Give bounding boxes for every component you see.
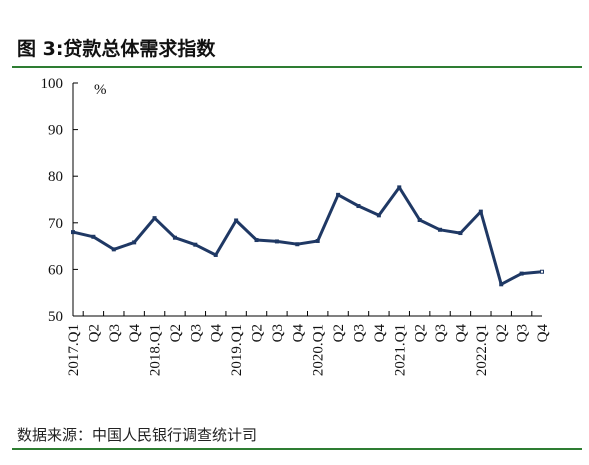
- data-point: [336, 192, 341, 197]
- series-line: [72, 185, 543, 286]
- y-tick-label: 90: [48, 123, 63, 139]
- data-point: [234, 218, 239, 223]
- x-tick-label: Q2: [86, 324, 102, 342]
- y-tick-label: 100: [41, 76, 64, 92]
- data-points: [71, 185, 544, 287]
- x-tick-label: Q2: [250, 324, 266, 342]
- data-point: [417, 218, 422, 223]
- x-tick-label: 2019.Q1: [229, 324, 245, 376]
- data-point: [254, 238, 259, 243]
- footer-divider: [12, 448, 582, 450]
- y-tick-label: 70: [48, 216, 63, 232]
- y-tick-label: 50: [48, 309, 63, 325]
- data-point: [356, 204, 361, 209]
- data-point: [478, 209, 483, 214]
- x-tick-label: Q2: [331, 324, 347, 342]
- data-point: [193, 242, 198, 247]
- x-tick-label: Q2: [494, 324, 510, 342]
- x-tick-label: Q3: [270, 324, 286, 342]
- x-tick-label: Q4: [290, 324, 306, 343]
- data-point: [519, 271, 524, 276]
- data-point: [91, 234, 96, 239]
- data-point: [438, 227, 443, 232]
- x-tick-label: 2021.Q1: [392, 324, 408, 376]
- data-point: [71, 230, 75, 235]
- data-point: [152, 216, 157, 221]
- data-point: [315, 238, 320, 243]
- y-axis-ticks: 50 60 70 80 90 100: [41, 76, 78, 325]
- x-tick-label: Q4: [209, 324, 225, 343]
- chart-axes: [72, 83, 542, 317]
- x-tick-label: Q4: [127, 324, 143, 343]
- data-point: [499, 282, 504, 287]
- x-tick-label: Q4: [535, 324, 551, 343]
- source-note: 数据来源：中国人民银行调查统计司: [17, 426, 258, 444]
- x-tick-label: Q3: [107, 324, 123, 342]
- y-axis-unit-label: %: [94, 82, 107, 98]
- data-point: [213, 252, 218, 257]
- data-point: [458, 231, 463, 236]
- x-tick-label: Q3: [433, 324, 449, 342]
- x-tick-label: Q2: [168, 324, 184, 342]
- x-tick-label: 2018.Q1: [148, 324, 164, 376]
- y-tick-label: 60: [48, 262, 63, 278]
- x-tick-label: 2022.Q1: [474, 324, 490, 376]
- x-axis-ticks: 2017.Q1 Q2 Q3 Q4 2018.Q1 Q2 Q3 Q4 2019.Q1 Q2 Q3 Q4 2…: [66, 311, 551, 376]
- x-tick-label: 2020.Q1: [311, 324, 327, 376]
- x-tick-label: Q3: [351, 324, 367, 342]
- x-tick-label: 2017.Q1: [66, 324, 82, 376]
- data-point: [274, 239, 279, 244]
- data-point: [132, 240, 137, 245]
- x-tick-label: Q4: [372, 324, 388, 343]
- data-point: [376, 213, 381, 218]
- x-tick-label: Q4: [453, 324, 469, 343]
- x-tick-label: Q2: [413, 324, 429, 342]
- data-point: [540, 269, 544, 274]
- title-divider: [12, 66, 582, 68]
- data-point: [397, 185, 402, 190]
- data-point: [295, 242, 300, 247]
- x-tick-label: Q3: [188, 324, 204, 342]
- chart-title: 图 3:贷款总体需求指数: [17, 38, 216, 60]
- y-tick-label: 80: [48, 169, 63, 185]
- x-tick-label: Q3: [515, 324, 531, 342]
- data-point: [111, 247, 116, 252]
- data-point: [172, 235, 177, 240]
